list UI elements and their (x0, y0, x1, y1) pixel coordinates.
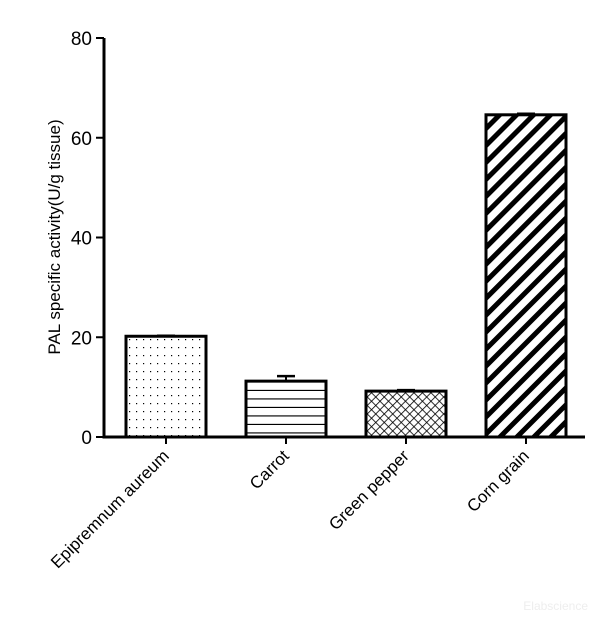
y-tick-label: 40 (71, 229, 92, 250)
bar-corn-grain (484, 113, 568, 439)
bar-green-pepper (364, 389, 448, 439)
watermark: Elabscience (523, 599, 588, 613)
x-tick-label: Epipremnum aureum (47, 446, 173, 572)
bar-epipremnum-aureum (124, 334, 208, 439)
x-tick-label: Corn grain (463, 446, 533, 516)
y-tick-label: 20 (71, 328, 92, 349)
bar-carrot (244, 379, 328, 439)
y-tick-label: 80 (71, 29, 92, 50)
x-tick-label: Carrot (246, 446, 293, 493)
y-tick-label: 60 (71, 129, 92, 150)
x-tick-label: Green pepper (325, 446, 413, 534)
y-axis-label: PAL specific activity(U/g tissue) (45, 119, 64, 354)
y-tick-label: 0 (81, 428, 92, 449)
